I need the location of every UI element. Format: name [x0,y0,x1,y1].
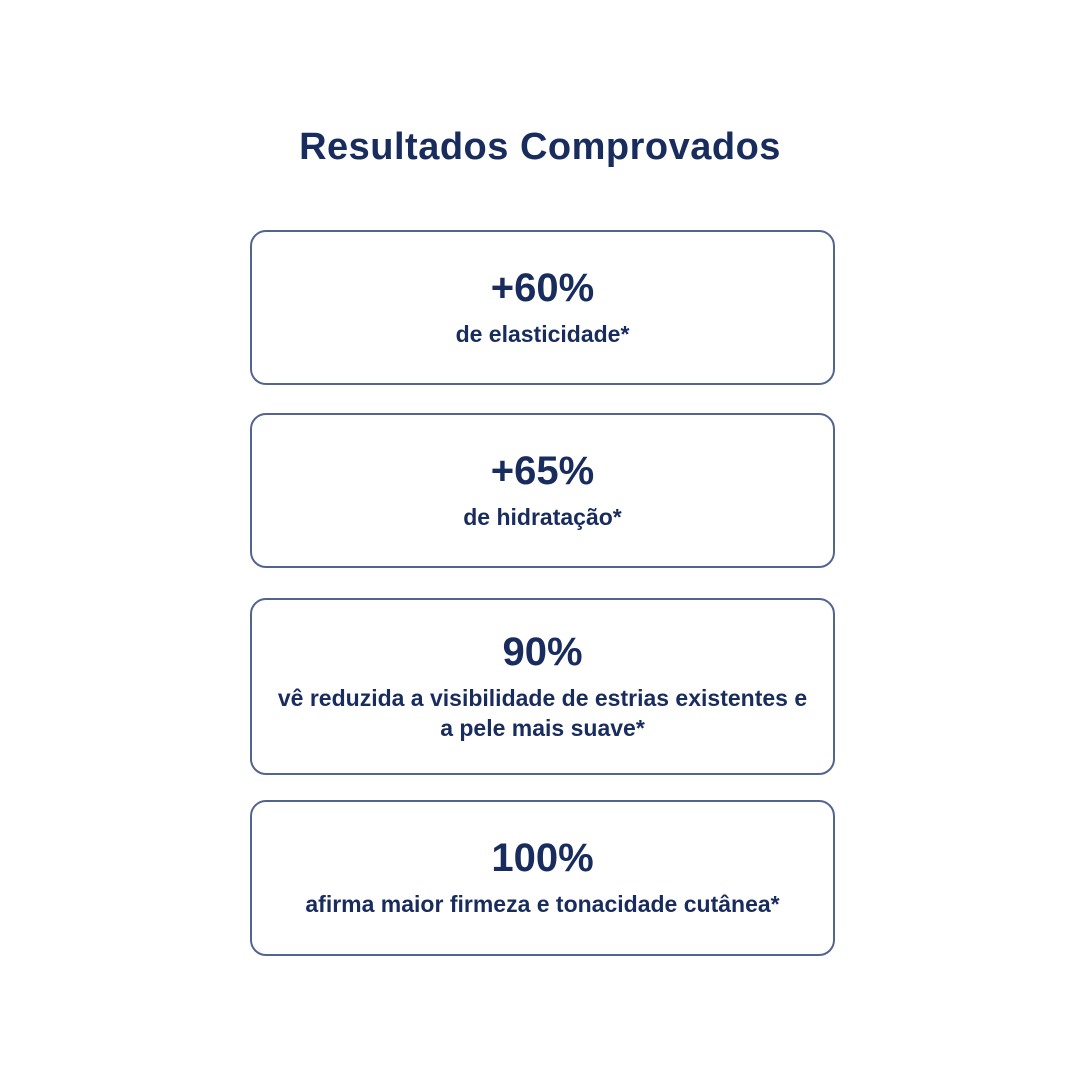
stat-card-elasticity: +60% de elasticidade* [250,230,835,385]
stat-value: +60% [490,265,595,310]
stat-description: de hidratação* [463,503,622,530]
stat-card-firmness: 100% afirma maior firmeza e tonacidade c… [250,800,835,956]
section-title: Resultados Comprovados [299,126,781,168]
stat-value: +65% [490,448,595,493]
stat-value: 90% [502,629,583,674]
stat-card-hydration: +65% de hidratação* [250,413,835,568]
stat-value: 100% [491,836,594,881]
stat-description: afirma maior firmeza e tonacidade cutâne… [305,891,780,918]
stat-description: vê reduzida a visibilidade de estrias ex… [277,684,808,741]
stat-description: de elasticidade* [455,320,630,347]
stat-card-stretch-marks: 90% vê reduzida a visibilidade de estria… [250,598,835,775]
